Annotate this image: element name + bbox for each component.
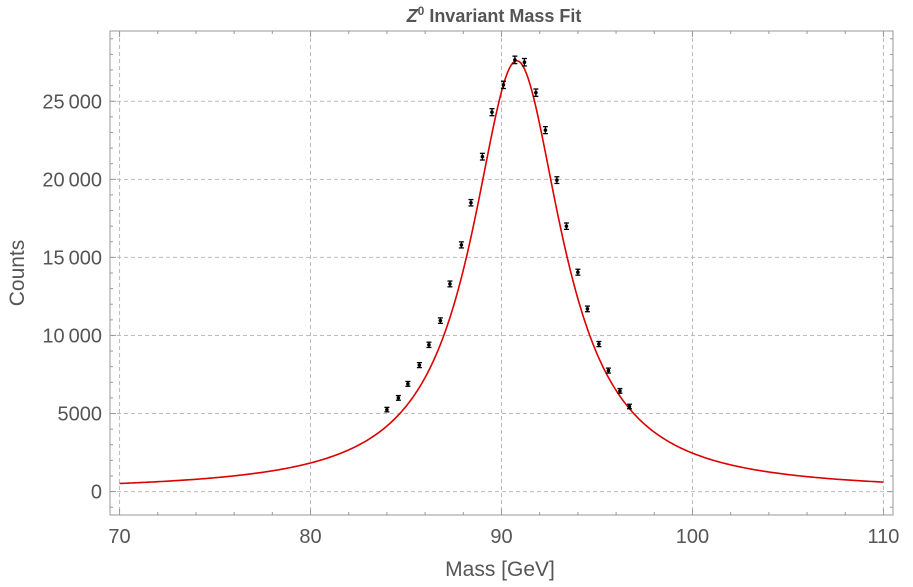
data-marker [459, 243, 464, 247]
y-tick-label: 10 000 [42, 325, 102, 347]
data-marker [513, 58, 517, 62]
y-tick-label: 15 000 [42, 247, 102, 269]
data-marker [396, 396, 401, 400]
y-tick-label: 20 000 [42, 169, 102, 191]
data-marker [534, 90, 538, 95]
data-point [458, 241, 464, 249]
data-marker [627, 404, 632, 409]
data-marker [406, 382, 410, 386]
data-point [447, 280, 453, 288]
x-tick-label: 110 [868, 526, 900, 548]
data-point [617, 387, 623, 394]
data-marker [448, 282, 452, 286]
data-points-layer [384, 55, 632, 413]
data-marker [427, 343, 431, 347]
data-point [500, 80, 506, 90]
data-point [437, 317, 443, 324]
data-marker [555, 178, 559, 182]
data-point [584, 305, 590, 313]
chart-title: Z0 Invariant Mass Fit [406, 4, 582, 26]
data-marker [585, 307, 590, 311]
y-tick-label: 0 [91, 482, 102, 504]
data-point [405, 380, 411, 387]
data-point [468, 198, 474, 207]
x-axis-label: Mass [GeV] [445, 558, 555, 581]
data-point [479, 152, 485, 161]
x-tick-label: 80 [299, 526, 321, 548]
data-marker [606, 368, 611, 373]
data-point [563, 222, 569, 230]
data-marker [490, 110, 494, 114]
data-marker [438, 318, 443, 323]
data-point [395, 394, 401, 401]
fit-curve [119, 59, 884, 485]
y-tick-label: 5000 [58, 404, 103, 426]
data-point [554, 176, 560, 185]
ticks: 70 80 90 100 110 0 5000 10 000 15 000 20 000 25 00… [42, 31, 899, 548]
data-marker [597, 342, 601, 346]
title-symbol: Z [406, 6, 419, 26]
data-point [575, 268, 581, 276]
data-point [384, 406, 390, 413]
title-text: Invariant Mass Fit [424, 6, 581, 26]
data-marker [564, 224, 569, 228]
data-point [416, 361, 422, 369]
x-tick-label: 100 [676, 526, 709, 548]
data-marker [480, 154, 485, 159]
data-marker [469, 200, 473, 205]
grid [110, 31, 893, 515]
fit-curve-layer [119, 59, 884, 485]
data-point [596, 340, 602, 348]
data-point [426, 341, 432, 349]
x-tick-label: 90 [490, 526, 512, 548]
data-point [533, 88, 539, 97]
data-marker [576, 270, 580, 275]
data-point [489, 108, 495, 117]
data-point [605, 367, 611, 374]
y-tick-label: 25 000 [42, 91, 102, 113]
title-superscript: 0 [418, 4, 425, 18]
data-point [542, 125, 548, 135]
y-axis-label: Counts [6, 240, 29, 307]
data-marker [522, 60, 527, 65]
data-point [521, 57, 527, 67]
data-marker [501, 83, 506, 87]
x-tick-label: 70 [108, 526, 130, 548]
data-marker [543, 128, 548, 132]
data-marker [385, 407, 389, 412]
data-marker [417, 363, 422, 367]
data-point [626, 403, 632, 410]
data-marker [618, 389, 622, 393]
data-point [512, 55, 518, 65]
